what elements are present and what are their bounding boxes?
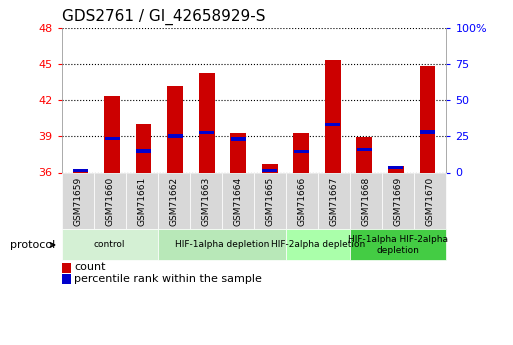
Bar <box>105 137 120 140</box>
Text: protocol: protocol <box>10 240 55 250</box>
Bar <box>388 167 404 172</box>
Bar <box>230 133 246 172</box>
Bar <box>420 130 435 134</box>
Bar <box>73 168 88 172</box>
Bar <box>293 133 309 172</box>
Text: HIF-1alpha depletion: HIF-1alpha depletion <box>175 240 269 249</box>
Bar <box>199 73 214 172</box>
Bar <box>135 124 151 172</box>
Bar <box>231 137 246 141</box>
Text: percentile rank within the sample: percentile rank within the sample <box>74 274 262 284</box>
Bar <box>167 86 183 172</box>
Text: GSM71662: GSM71662 <box>169 176 179 226</box>
Bar <box>262 164 278 172</box>
Bar <box>388 166 403 169</box>
Text: GSM71661: GSM71661 <box>137 176 146 226</box>
Text: HIF-2alpha depletion: HIF-2alpha depletion <box>271 240 365 249</box>
Bar <box>294 150 309 153</box>
Bar <box>325 123 340 127</box>
Bar <box>420 66 435 172</box>
Text: GSM71666: GSM71666 <box>298 176 307 226</box>
Text: GSM71667: GSM71667 <box>329 176 339 226</box>
Text: GSM71670: GSM71670 <box>426 176 435 226</box>
Text: GDS2761 / GI_42658929-S: GDS2761 / GI_42658929-S <box>62 9 265 25</box>
Text: control: control <box>94 240 125 249</box>
Bar <box>357 148 372 151</box>
Bar <box>104 97 120 172</box>
Text: GSM71669: GSM71669 <box>393 176 403 226</box>
Text: HIF-1alpha HIF-2alpha
depletion: HIF-1alpha HIF-2alpha depletion <box>348 235 448 255</box>
Text: GSM71664: GSM71664 <box>233 176 243 226</box>
Bar <box>262 168 277 172</box>
Bar <box>325 60 341 172</box>
Bar <box>168 135 183 138</box>
Bar <box>199 131 214 135</box>
Bar <box>357 138 372 172</box>
Text: GSM71660: GSM71660 <box>105 176 114 226</box>
Text: GSM71665: GSM71665 <box>265 176 274 226</box>
Bar <box>136 149 151 152</box>
Text: GSM71668: GSM71668 <box>362 176 371 226</box>
Bar <box>73 171 88 172</box>
Text: GSM71659: GSM71659 <box>73 176 82 226</box>
Text: GSM71663: GSM71663 <box>201 176 210 226</box>
Text: count: count <box>74 263 106 272</box>
